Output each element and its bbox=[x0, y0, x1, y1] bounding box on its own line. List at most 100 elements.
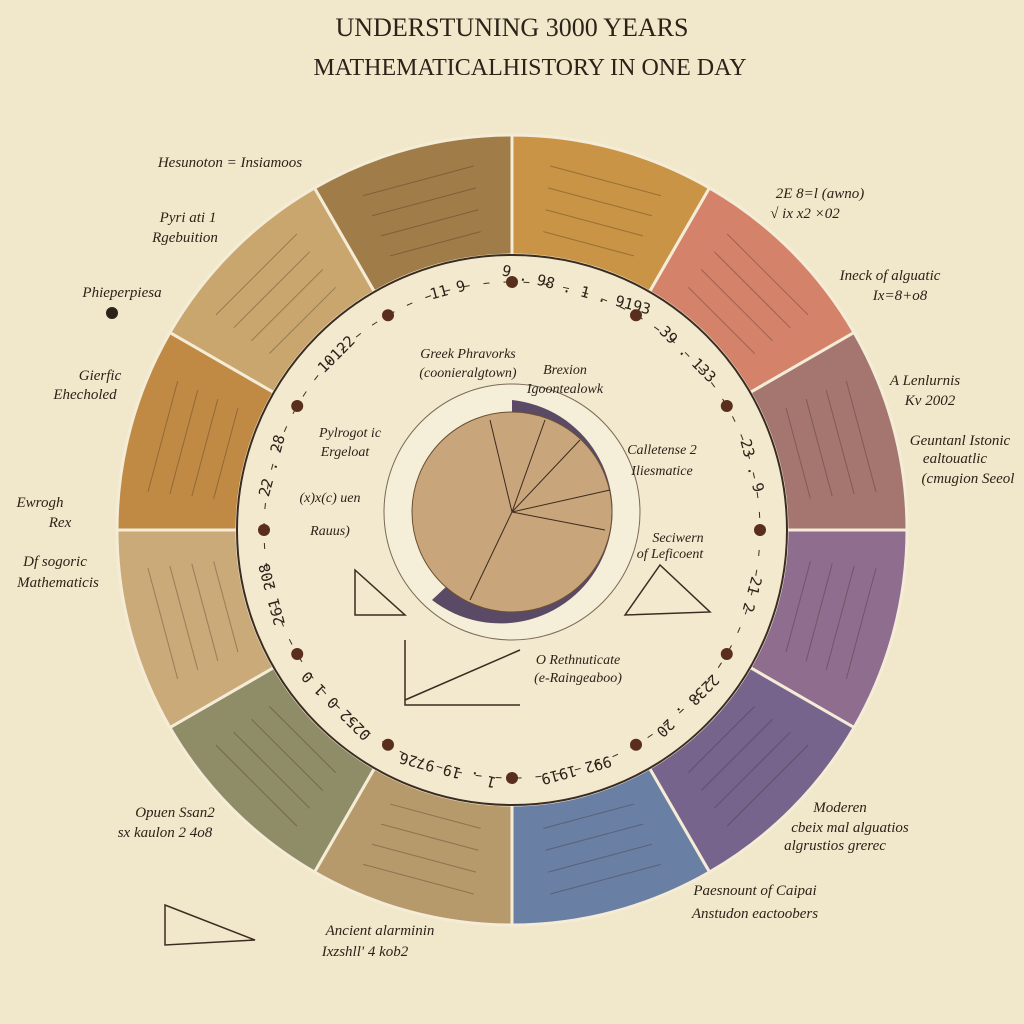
outer-label: ealtouatlic bbox=[923, 451, 987, 467]
timeline-dot bbox=[720, 400, 733, 412]
segment-sketch bbox=[147, 568, 179, 679]
segment-sketch bbox=[233, 731, 311, 809]
inner-label: Calletense 2 bbox=[627, 443, 697, 458]
segment-sketch bbox=[550, 863, 661, 895]
segment-sketch bbox=[363, 863, 474, 895]
segment-sketch bbox=[251, 269, 324, 342]
segment-sketch bbox=[785, 561, 811, 653]
segment-sketch bbox=[251, 718, 324, 791]
timeline-dot bbox=[720, 648, 733, 660]
segment-sketch bbox=[380, 209, 479, 237]
outer-label: Mathematicis bbox=[16, 575, 99, 591]
outer-label: Pyri ati 1 bbox=[159, 210, 217, 226]
title-line2: MATHEMATICALHISTORY IN ONE DAY bbox=[313, 55, 746, 81]
segment-sketch bbox=[389, 803, 481, 829]
segment-sketch bbox=[845, 381, 877, 492]
segment-sketch bbox=[845, 568, 877, 679]
outer-label: Geuntanl Istonic bbox=[910, 433, 1011, 449]
outer-label: Ehecholed bbox=[52, 387, 117, 403]
segment-sketch bbox=[371, 187, 477, 217]
segment-sketch bbox=[726, 744, 809, 827]
timeline-dot bbox=[291, 648, 304, 660]
segment-sketch bbox=[543, 231, 635, 257]
segment-sketch bbox=[389, 231, 481, 257]
segment-sketch bbox=[268, 705, 337, 774]
segment-sketch bbox=[169, 389, 199, 495]
timeline-dot bbox=[506, 276, 518, 288]
segment-sketch bbox=[363, 165, 474, 197]
center-arc bbox=[432, 400, 613, 624]
outer-label: Rex bbox=[48, 515, 72, 531]
segment-sketch bbox=[713, 251, 791, 329]
segment-sketch bbox=[545, 209, 644, 237]
outer-label: Gierfic bbox=[79, 368, 122, 384]
timeline-dot bbox=[382, 738, 394, 751]
segment-sketch bbox=[233, 251, 311, 329]
outer-label: Moderen bbox=[812, 800, 867, 816]
inner-label: Igoontealowk bbox=[526, 382, 604, 397]
marker-dot bbox=[106, 307, 118, 319]
inner-label: (e-Raingeaboo) bbox=[534, 671, 622, 686]
outer-label: 2E 8=l (awno) bbox=[776, 186, 864, 202]
segment-sketch bbox=[380, 823, 479, 851]
title-line1: UNDERSTUNING 3000 YEARS bbox=[336, 13, 689, 42]
segment-sketch bbox=[371, 843, 477, 873]
segment-sketch bbox=[550, 165, 661, 197]
inner-label: Rauus) bbox=[309, 524, 350, 539]
segment-sketch bbox=[547, 843, 653, 873]
outer-label: cbeix mal alguatios bbox=[791, 820, 909, 836]
timeline-dot bbox=[382, 309, 394, 322]
outer-label: sx kaulon 2 4o8 bbox=[118, 825, 213, 841]
segment-sketch bbox=[726, 233, 809, 316]
segment-sketch bbox=[215, 744, 298, 827]
segment-sketch bbox=[191, 563, 219, 662]
outer-label: algrustios grerec bbox=[784, 838, 886, 854]
inner-label: Seciwern bbox=[652, 531, 703, 546]
segment-sketch bbox=[147, 381, 179, 492]
outer-label: Ewrogh bbox=[16, 495, 64, 511]
segment-sketch bbox=[687, 705, 756, 774]
inner-label: O Rethnuticate bbox=[536, 653, 620, 668]
timeline-dot bbox=[630, 738, 642, 751]
inner-label: Ergeloat bbox=[320, 445, 371, 460]
inner-label: (x)x(c) uen bbox=[299, 491, 360, 506]
segment-sketch bbox=[825, 389, 855, 495]
segment-sketch bbox=[215, 233, 298, 316]
segment-sketch bbox=[825, 565, 855, 671]
outer-label: Kv 2002 bbox=[904, 393, 956, 409]
segment-sketch bbox=[547, 187, 653, 217]
segment-sketch bbox=[700, 269, 773, 342]
outer-label: √ ix x2 ×02 bbox=[770, 206, 840, 222]
center-lines bbox=[469, 419, 611, 601]
segment-sketch bbox=[169, 565, 199, 671]
outer-label: Anstudon eactoobers bbox=[691, 906, 818, 922]
outer-label: Opuen Ssan2 bbox=[135, 805, 215, 821]
outer-label: Paesnount of Caipai bbox=[692, 883, 816, 899]
segment-sketch bbox=[268, 286, 337, 355]
diagram-sketches bbox=[164, 563, 712, 946]
outer-label: Ancient alarminin bbox=[325, 923, 435, 939]
outer-label: Ix=8+o8 bbox=[872, 288, 928, 304]
inner-label: Pylrogot ic bbox=[318, 426, 382, 441]
segment-sketch bbox=[213, 561, 239, 653]
timeline-dot bbox=[258, 524, 270, 536]
segment-sketch bbox=[545, 823, 644, 851]
segment-sketch bbox=[805, 398, 833, 497]
outer-label: Df sogoric bbox=[22, 554, 87, 570]
outer-label: (cmugion Seeol bbox=[922, 471, 1015, 487]
outer-label: Ixzshll' 4 kob2 bbox=[321, 944, 409, 960]
timeline-dot bbox=[291, 400, 304, 412]
inner-label: Greek Phravorks bbox=[420, 347, 516, 362]
outer-label: Phieperpiesa bbox=[81, 285, 161, 301]
segment-sketch bbox=[713, 731, 791, 809]
inner-label: Iliesmatice bbox=[630, 464, 692, 479]
timeline-dot bbox=[506, 772, 518, 784]
inner-label: of Leficoent bbox=[637, 547, 705, 562]
inner-label: Brexion bbox=[543, 363, 587, 378]
timeline-dot bbox=[754, 524, 766, 536]
outer-label: A Lenlurnis bbox=[889, 373, 960, 389]
outer-label: Rgebuition bbox=[151, 230, 218, 246]
segment-sketch bbox=[213, 407, 239, 499]
segment-sketch bbox=[785, 407, 811, 499]
